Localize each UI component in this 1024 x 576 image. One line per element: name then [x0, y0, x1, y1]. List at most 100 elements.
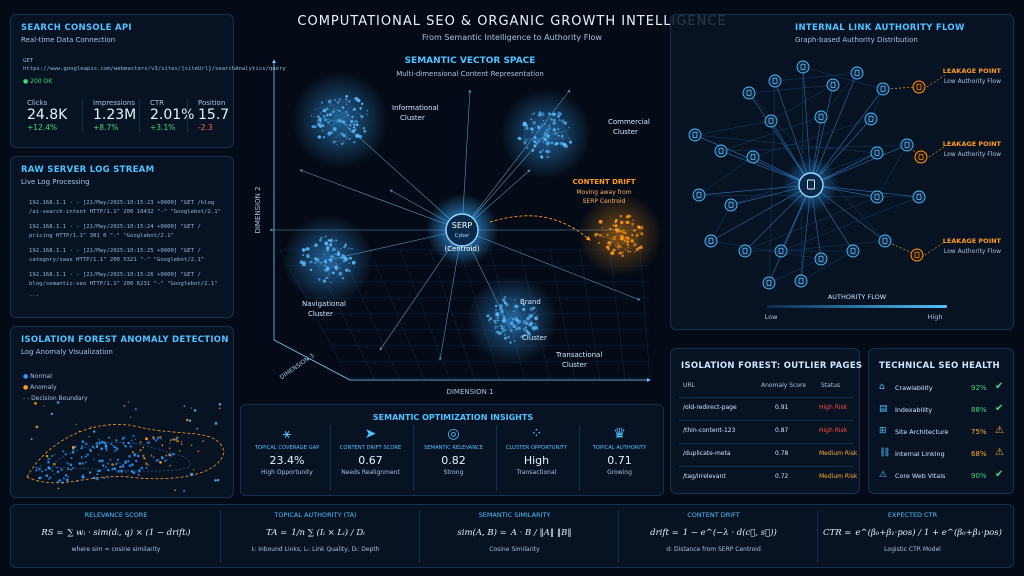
normal-point: [97, 470, 100, 473]
normal-point: [120, 469, 123, 473]
cluster-point: [499, 306, 503, 311]
cluster-point: [332, 127, 337, 132]
outlier-url[interactable]: /duplicate-meta: [683, 450, 731, 457]
normal-point: [150, 455, 153, 457]
cluster-point: [601, 227, 604, 229]
page-icon: [830, 81, 836, 88]
insight-label: CLUSTER OPPORTUNITY: [505, 445, 568, 451]
normal-point: [71, 450, 75, 454]
graph-edge: [748, 84, 834, 94]
cluster-point: [326, 248, 330, 252]
normal-point: [190, 472, 194, 476]
grid-line: [369, 249, 426, 381]
normal-point: [114, 463, 117, 466]
cluster-point: [503, 295, 507, 299]
normal-point: [137, 474, 140, 476]
normal-point: [133, 453, 136, 456]
cluster-point: [501, 309, 504, 312]
anomaly-point: [145, 462, 148, 466]
normal-point: [107, 476, 109, 479]
centroid-label-mid: Cyber: [455, 233, 471, 239]
anomaly-point: [165, 454, 168, 457]
legend-anomaly: ● Anomaly: [23, 384, 57, 391]
table-row[interactable]: /old-redirect-page 0.91 High Risk: [679, 397, 853, 417]
leak-node: [912, 80, 926, 94]
insight-card[interactable]: ◎ SEMANTIC RELEVANCE 0.82 Strong: [413, 425, 493, 491]
normal-point: [122, 439, 124, 441]
cluster-point: [616, 244, 621, 249]
outlier-url[interactable]: /tag/irrelevant: [683, 473, 726, 480]
page-icon: [868, 115, 874, 122]
cluster-point: [332, 110, 336, 114]
cluster-point: [345, 268, 349, 272]
cluster-point: [319, 238, 322, 242]
metric-value: 24.8K: [27, 107, 68, 123]
normal-point: [102, 464, 105, 467]
formula-lhs: drift =: [650, 528, 679, 538]
insight-card[interactable]: ⚹ TOPICAL COVERAGE GAP 23.4% High Opportuni…: [247, 425, 327, 491]
cluster-point: [344, 257, 349, 262]
anomaly-point: [78, 430, 80, 432]
page-icon: [916, 83, 922, 90]
insight-card[interactable]: ⁘ CLUSTER OPPORTUNITY High Transactional: [496, 425, 576, 491]
normal-point: [100, 459, 104, 463]
table-row[interactable]: /duplicate-meta 0.78 Medium Risk: [679, 443, 857, 463]
flow-low: Low: [765, 313, 778, 321]
anomaly-point: [35, 425, 39, 429]
cluster-point: [321, 129, 324, 132]
graph-edge: [710, 240, 822, 260]
cluster-point: [533, 144, 537, 148]
log-stream[interactable]: 192.168.1.1 - - [21/May/2025:10:15:23 +0…: [29, 199, 221, 300]
page-icon: [818, 113, 824, 120]
outlier-url[interactable]: /thin-content-123: [683, 427, 736, 434]
metric-delta: +8.7%: [93, 123, 119, 132]
cluster-point: [366, 113, 369, 116]
metric-value: 2.01%: [150, 107, 195, 123]
table-row[interactable]: /tag/irrelevant 0.72 Medium Risk: [679, 466, 857, 486]
outlier-url[interactable]: /old-redirect-page: [683, 404, 737, 411]
cluster-point: [513, 340, 516, 342]
anomaly-point: [202, 440, 205, 443]
cluster-point: [552, 121, 556, 125]
cluster-point: [525, 123, 528, 127]
health-row: ⚠ Core Web Vitals 90% ✔: [879, 469, 1007, 485]
cluster-point: [546, 140, 551, 145]
drift-line-2: SERP Centroid: [583, 198, 626, 205]
cluster-point: [355, 120, 359, 124]
cluster-point: [348, 262, 351, 264]
cluster-point: [540, 112, 545, 117]
normal-point: [98, 469, 102, 473]
cluster-point: [630, 239, 634, 243]
cluster-navigational: [283, 215, 373, 305]
normal-point: [106, 462, 109, 465]
graph-edge: [744, 196, 878, 252]
normal-point: [183, 405, 186, 407]
vector-space-subtitle: Multi-dimensional Content Representation: [396, 70, 544, 78]
cluster-point: [327, 99, 332, 104]
cluster-point: [349, 130, 352, 133]
graph-nodes: [688, 60, 928, 290]
normal-point: [80, 455, 83, 458]
cluster-point: [322, 279, 327, 283]
cluster-point: [348, 247, 350, 249]
insight-label: SEMANTIC RELEVANCE: [423, 445, 484, 451]
normal-point: [107, 436, 110, 439]
status-text: 200 OK: [30, 78, 53, 85]
cluster-point: [359, 135, 363, 139]
centroid-label-bottom: (Centroid): [444, 245, 480, 253]
page-node: [814, 110, 828, 124]
insight-card[interactable]: ♛ TOPICAL AUTHORITY 0.71 Growing: [579, 425, 659, 491]
table-row[interactable]: /thin-content-123 0.87 High Risk: [679, 420, 853, 440]
authority-graph[interactable]: LEAKAGE POINT Low Authority Flow LEAKAGE…: [671, 45, 1015, 331]
formula-rhs: 1/n ∑ (Iᵢ × Lᵢ) / Dᵢ: [291, 528, 365, 538]
api-request[interactable]: GET https://www.googleapis.com/webmaster…: [23, 58, 286, 72]
cluster-edge: [328, 122, 342, 139]
server-log-panel: RAW SERVER LOG STREAM Live Log Processin…: [10, 156, 234, 318]
insight-card[interactable]: ➤ CONTENT DRIFT SCORE 0.67 Needs Realignmen…: [330, 425, 410, 491]
cluster-point: [533, 325, 537, 330]
cluster-point: [525, 321, 529, 326]
vector-space-canvas[interactable]: DIMENSION 2 DIMENSION 1 DIMENSION 3 SEMA…: [240, 50, 664, 400]
cluster-point: [349, 123, 352, 127]
cluster-point: [318, 117, 322, 122]
anomaly-legend: ● Normal ● Anomaly - - Decision Boundary: [23, 371, 88, 404]
